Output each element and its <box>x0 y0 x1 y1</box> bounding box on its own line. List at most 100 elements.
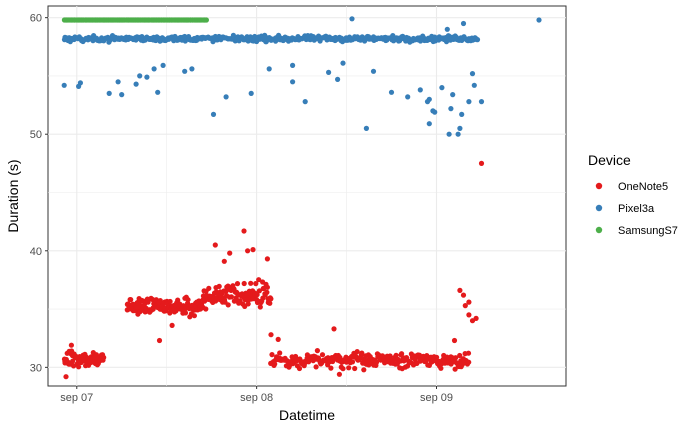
point-onenote5 <box>175 297 181 303</box>
point-onenote5 <box>157 298 163 304</box>
point-onenote5 <box>267 300 273 306</box>
point-onenote5 <box>203 306 209 312</box>
point-onenote5 <box>248 280 254 286</box>
legend-title: Device <box>588 152 631 168</box>
point-onenote5 <box>206 285 212 291</box>
point-onenote5 <box>250 247 256 253</box>
point-onenote5 <box>221 258 227 264</box>
x-axis-title: Datetime <box>279 407 335 423</box>
point-onenote5 <box>256 288 262 294</box>
point-pixel3a <box>160 62 166 68</box>
point-onenote5 <box>462 303 468 309</box>
point-pixel3a <box>439 85 445 91</box>
point-pixel3a <box>290 79 296 85</box>
point-onenote5 <box>465 350 472 356</box>
legend-key-pixel3a <box>595 204 603 212</box>
point-onenote5 <box>277 350 283 356</box>
point-onenote5 <box>225 302 231 308</box>
point-onenote5 <box>63 374 69 380</box>
point-onenote5 <box>473 315 479 321</box>
point-onenote5 <box>191 313 197 319</box>
point-pixel3a <box>290 62 296 68</box>
gridlines <box>48 6 566 386</box>
point-onenote5 <box>234 281 241 287</box>
point-onenote5 <box>399 351 405 357</box>
legend-label-onenote5: OneNote5 <box>618 181 668 193</box>
point-pixel3a <box>444 26 450 32</box>
point-pixel3a <box>370 68 377 74</box>
point-samsungs7 <box>203 17 209 23</box>
point-onenote5 <box>268 332 274 338</box>
point-pixel3a <box>119 92 125 98</box>
x-tick-label: sep 08 <box>240 392 273 404</box>
point-onenote5 <box>466 312 472 318</box>
point-pixel3a <box>302 99 308 105</box>
point-onenote5 <box>156 337 163 344</box>
legend-key-samsungs7 <box>595 226 603 234</box>
point-onenote5 <box>336 371 342 377</box>
point-onenote5 <box>256 277 262 283</box>
point-onenote5 <box>349 359 356 365</box>
legend-label-pixel3a: Pixel3a <box>618 203 655 215</box>
point-onenote5 <box>268 296 274 302</box>
point-onenote5 <box>245 248 251 254</box>
point-pixel3a <box>61 82 67 88</box>
point-pixel3a <box>223 94 229 100</box>
point-onenote5 <box>167 298 173 305</box>
point-pixel3a <box>335 76 341 82</box>
y-tick-label: 30 <box>30 362 42 374</box>
y-axis: 30 40 50 60 <box>30 13 48 374</box>
y-tick-label: 40 <box>30 246 42 258</box>
point-onenote5 <box>438 365 444 371</box>
point-pixel3a <box>137 73 143 79</box>
point-pixel3a <box>466 99 472 105</box>
point-pixel3a <box>450 92 456 98</box>
point-onenote5 <box>264 256 270 262</box>
point-onenote5 <box>212 242 218 248</box>
point-onenote5 <box>68 342 74 348</box>
point-pixel3a <box>432 109 438 115</box>
point-pixel3a <box>133 81 139 87</box>
point-pixel3a <box>151 66 157 72</box>
point-pixel3a <box>478 99 485 105</box>
point-onenote5 <box>269 352 275 358</box>
point-onenote5 <box>264 289 270 295</box>
point-onenote5 <box>296 365 303 372</box>
legend-label-samsungs7: SamsungS7 <box>618 225 678 237</box>
point-onenote5 <box>128 297 134 303</box>
y-tick-label: 50 <box>30 129 42 141</box>
x-tick-label: sep 07 <box>60 392 93 404</box>
point-pixel3a <box>459 111 465 117</box>
point-onenote5 <box>393 352 399 358</box>
point-pixel3a <box>77 80 83 86</box>
point-pixel3a <box>417 87 423 93</box>
point-pixel3a <box>144 74 150 80</box>
x-tick-label: sep 09 <box>420 392 453 404</box>
point-onenote5 <box>241 280 247 287</box>
point-pixel3a <box>405 94 411 100</box>
point-onenote5 <box>387 353 393 359</box>
point-onenote5 <box>453 355 459 361</box>
point-pixel3a <box>106 90 112 96</box>
series-onenote5 <box>61 160 485 380</box>
point-pixel3a <box>115 79 121 85</box>
point-pixel3a <box>340 60 346 66</box>
point-onenote5 <box>346 365 352 371</box>
point-onenote5 <box>319 352 326 358</box>
point-pixel3a <box>363 125 369 131</box>
point-onenote5 <box>264 284 270 290</box>
point-onenote5 <box>361 367 367 373</box>
point-onenote5 <box>373 359 380 365</box>
point-pixel3a <box>448 106 454 112</box>
point-onenote5 <box>452 366 458 372</box>
point-onenote5 <box>331 326 337 332</box>
point-pixel3a <box>182 68 188 74</box>
point-onenote5 <box>150 306 156 312</box>
point-onenote5 <box>257 304 263 310</box>
point-pixel3a <box>248 90 254 96</box>
plot-panel <box>47 5 567 387</box>
point-pixel3a <box>349 16 355 22</box>
point-onenote5 <box>434 354 440 360</box>
point-pixel3a <box>426 121 432 127</box>
point-pixel3a <box>155 89 161 95</box>
